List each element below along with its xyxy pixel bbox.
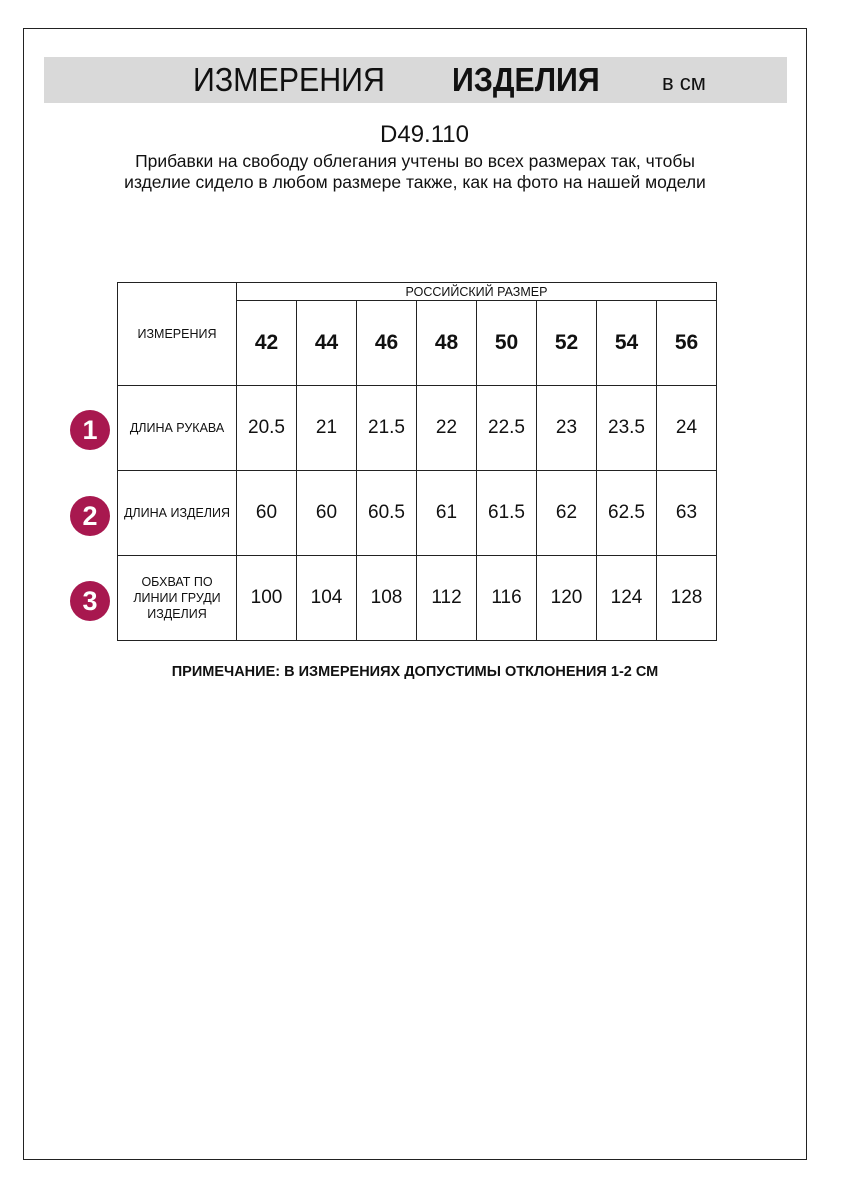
value-cell: 23 <box>536 385 597 471</box>
title-regular: ИЗМЕРЕНИЯ <box>193 61 385 98</box>
value-cell: 22 <box>416 385 477 471</box>
value-cell: 61.5 <box>476 470 537 556</box>
value-cell: 108 <box>356 555 417 641</box>
page-border <box>23 28 807 1160</box>
size-table: ИЗМЕРЕНИЯ РОССИЙСКИЙ РАЗМЕР 42 44 46 48 50 52… <box>117 282 717 641</box>
value-cell: 60 <box>236 470 297 556</box>
description: Прибавки на свободу облегания учтены во … <box>124 151 706 192</box>
value-cell: 60.5 <box>356 470 417 556</box>
table-row: ДЛИНА РУКАВА 20.5 21 21.5 22 22.5 23 23.5 24 <box>117 385 717 471</box>
title-banner <box>44 57 787 103</box>
measurement-label: ДЛИНА РУКАВА <box>117 385 237 471</box>
sizes-row: 42 44 46 48 50 52 54 56 <box>118 300 717 386</box>
size-header: 48 <box>416 300 477 386</box>
size-header: 44 <box>296 300 357 386</box>
value-cell: 124 <box>596 555 657 641</box>
value-cell: 112 <box>416 555 477 641</box>
measurement-label: ОБХВАТ ПО ЛИНИИ ГРУДИ ИЗДЕЛИЯ <box>117 555 237 641</box>
value-cell: 23.5 <box>596 385 657 471</box>
number-badge: 1 <box>70 410 110 450</box>
size-header: 52 <box>536 300 597 386</box>
value-cell: 62 <box>536 470 597 556</box>
product-code: D49.110 <box>380 121 469 148</box>
value-cell: 61 <box>416 470 477 556</box>
number-badge: 3 <box>70 581 110 621</box>
value-cell: 22.5 <box>476 385 537 471</box>
number-badge: 2 <box>70 495 110 536</box>
size-header: 56 <box>656 300 717 386</box>
size-header: 50 <box>476 300 537 386</box>
value-cell: 104 <box>296 555 357 641</box>
measurement-label: ДЛИНА ИЗДЕЛИЯ <box>117 470 237 556</box>
value-cell: 62.5 <box>596 470 657 556</box>
group-label: РОССИЙСКИЙ РАЗМЕР <box>236 282 717 301</box>
value-cell: 20.5 <box>236 385 297 471</box>
value-cell: 116 <box>476 555 537 641</box>
value-cell: 24 <box>656 385 717 471</box>
note: ПРИМЕЧАНИЕ: В ИЗМЕРЕНИЯХ ДОПУСТИМЫ ОТКЛО… <box>171 664 659 680</box>
value-cell: 60 <box>296 470 357 556</box>
title-unit: в см <box>662 70 706 95</box>
table-row: ОБХВАТ ПО ЛИНИИ ГРУДИ ИЗДЕЛИЯ 100 104 108 11… <box>117 555 717 641</box>
value-cell: 128 <box>656 555 717 641</box>
size-header: 54 <box>596 300 657 386</box>
size-header: 46 <box>356 300 417 386</box>
value-cell: 100 <box>236 555 297 641</box>
value-cell: 21.5 <box>356 385 417 471</box>
title-bold: ИЗДЕЛИЯ <box>452 61 600 98</box>
value-cell: 63 <box>656 470 717 556</box>
value-cell: 21 <box>296 385 357 471</box>
size-header: 42 <box>236 300 297 386</box>
table-row: ДЛИНА ИЗДЕЛИЯ 60 60 60.5 61 61.5 62 62.5 63 <box>117 470 717 556</box>
value-cell: 120 <box>536 555 597 641</box>
corner-label: ИЗМЕРЕНИЯ <box>117 282 237 386</box>
